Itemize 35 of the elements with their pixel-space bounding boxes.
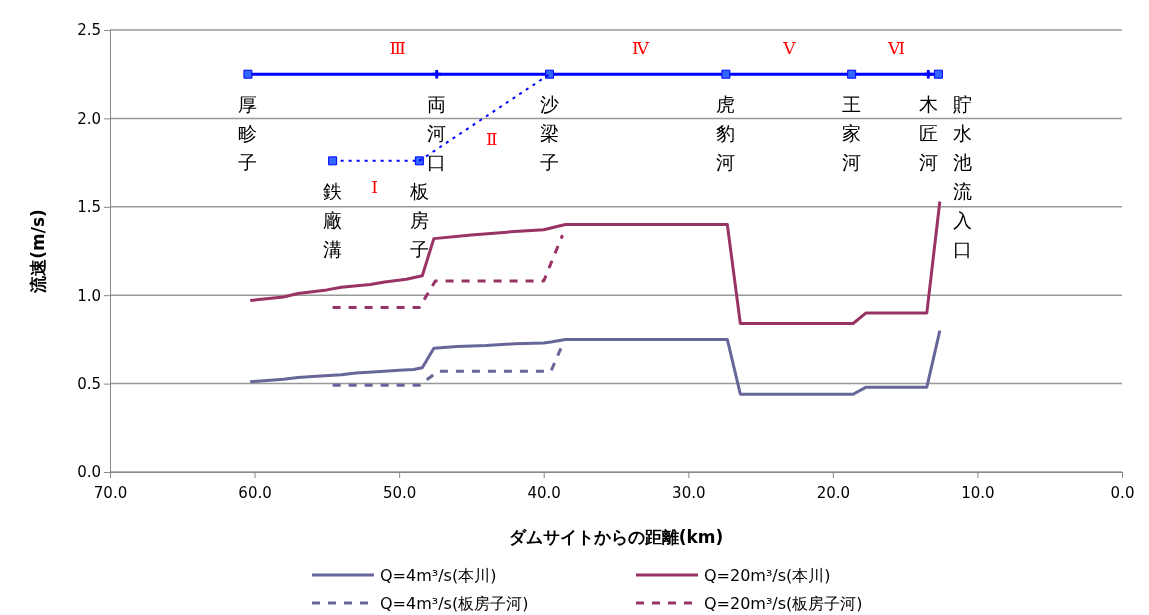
annotation: Ⅵ xyxy=(886,38,906,59)
y-tick-label: 1.5 xyxy=(77,198,101,217)
y-tick-label: 2.5 xyxy=(77,21,101,40)
annotation: Ⅲ xyxy=(389,38,406,59)
x-axis-title: ダムサイトからの距離(km) xyxy=(508,527,724,547)
annotation: 虎豹河 xyxy=(716,93,736,174)
annotation: 板房子 xyxy=(408,179,429,260)
annotation: 木匠河 xyxy=(918,93,938,174)
annotation: 鉄廠溝 xyxy=(323,179,343,260)
legend-label: Q=20m³/s(板房子河) xyxy=(704,593,863,613)
annotation: Ⅱ xyxy=(485,129,498,150)
x-tick-label: 40.0 xyxy=(527,483,561,502)
annotation: Ⅴ xyxy=(782,38,797,59)
annotation: 両河口 xyxy=(427,93,447,174)
annotation: Ⅳ xyxy=(632,38,651,59)
y-axis-title: 流速(m/s) xyxy=(28,209,48,294)
annotation: Ⅰ xyxy=(371,176,378,197)
annotation: 沙梁子 xyxy=(540,93,559,174)
legend-label: Q=20m³/s(本川) xyxy=(704,565,831,585)
y-tick-label: 1.0 xyxy=(77,286,101,305)
annotation: 王家河 xyxy=(842,93,862,174)
legend-label: Q=4m³/s(本川) xyxy=(380,565,497,585)
x-tick-label: 60.0 xyxy=(238,483,272,502)
x-tick-label: 30.0 xyxy=(672,483,706,502)
y-tick-label: 0.0 xyxy=(77,463,101,482)
x-tick-label: 0.0 xyxy=(1110,483,1135,502)
legend-label: Q=4m³/s(板房子河) xyxy=(380,593,529,613)
x-tick-label: 10.0 xyxy=(961,483,995,502)
y-tick-label: 2.0 xyxy=(77,109,101,128)
x-tick-label: 20.0 xyxy=(816,483,851,502)
annotation: 貯水池流入口 xyxy=(952,93,972,261)
x-tick-label: 70.0 xyxy=(93,483,128,502)
y-tick-label: 0.5 xyxy=(77,374,101,393)
annotation: 厚畛子 xyxy=(238,93,258,174)
x-tick-label: 50.0 xyxy=(382,483,417,502)
